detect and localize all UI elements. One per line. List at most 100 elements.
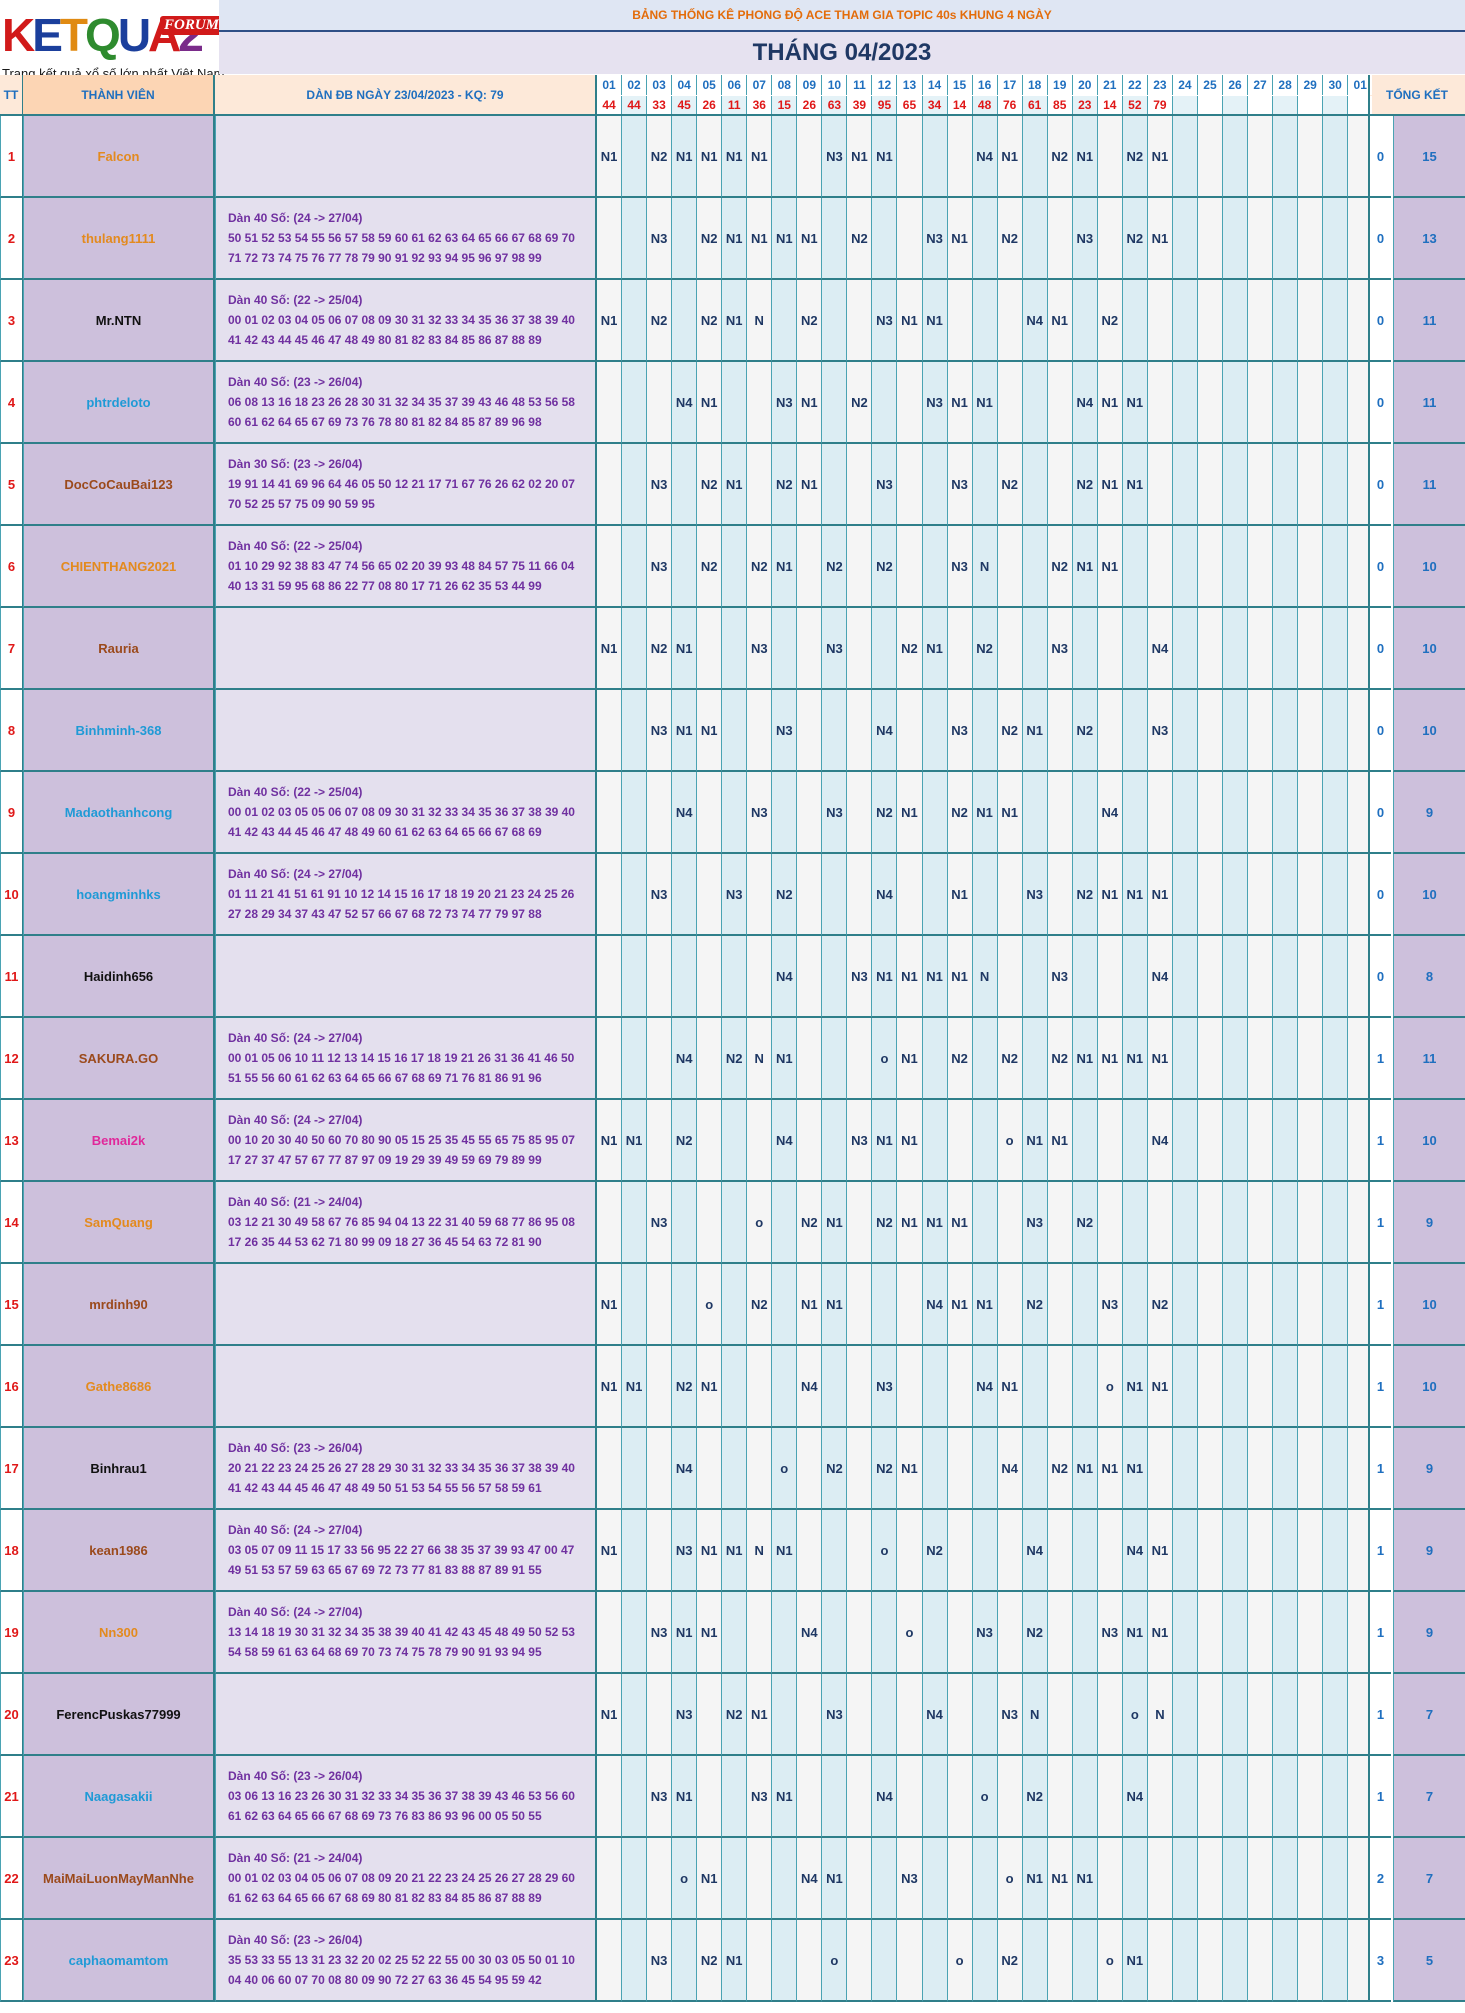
day-mark [721, 1592, 747, 1674]
dan-numbers: Dàn 40 Số: (24 -> 27/04) 03 05 07 09 11 1… [215, 1510, 595, 1592]
total-b: 10 [1393, 690, 1465, 772]
member-name[interactable]: Madaothanhcong [23, 772, 213, 854]
day-result: 26 [796, 96, 822, 114]
row-index: 15 [0, 1264, 22, 1346]
day-mark [1247, 1510, 1273, 1592]
day-mark: N4 [921, 1674, 947, 1756]
member-name[interactable]: Gathe8686 [23, 1346, 213, 1428]
member-name[interactable]: Rauria [23, 608, 213, 690]
total-a: 1 [1369, 1264, 1391, 1346]
day-mark: N4 [971, 116, 997, 198]
day-mark [1297, 1838, 1323, 1920]
day-mark [1046, 198, 1072, 280]
day-mark [696, 608, 722, 690]
day-mark: N2 [996, 690, 1022, 772]
day-mark [596, 936, 622, 1018]
day-mark: N3 [646, 1182, 672, 1264]
member-name[interactable]: hoangminhks [23, 854, 213, 936]
day-mark [946, 280, 972, 362]
day-result: 11 [721, 96, 747, 114]
day-header: 14 [921, 75, 947, 95]
dan-line: 17 26 35 44 53 62 71 80 99 09 18 27 36 4… [228, 1235, 542, 1249]
day-mark: N1 [596, 280, 622, 362]
total-b: 11 [1393, 362, 1465, 444]
member-name[interactable]: Haidinh656 [23, 936, 213, 1018]
member-name[interactable]: SamQuang [23, 1182, 213, 1264]
day-mark [1096, 1182, 1122, 1264]
member-name[interactable]: Nn300 [23, 1592, 213, 1674]
day-mark [1121, 1100, 1147, 1182]
day-mark: N2 [996, 1920, 1022, 2002]
dan-numbers: Dàn 40 Số: (22 -> 25/04) 01 10 29 92 38 8… [215, 526, 595, 608]
dan-line: 61 62 63 64 65 66 67 68 69 73 76 83 86 9… [228, 1809, 542, 1823]
header-member: THÀNH VIÊN [23, 75, 213, 115]
day-mark [1121, 772, 1147, 854]
day-mark [1272, 1756, 1298, 1838]
day-mark [771, 1838, 797, 1920]
day-mark [1146, 280, 1172, 362]
member-name[interactable]: Falcon [23, 116, 213, 198]
day-mark: N1 [746, 198, 772, 280]
day-mark [846, 280, 872, 362]
day-mark [1222, 198, 1248, 280]
day-mark [646, 1838, 672, 1920]
day-mark [596, 1182, 622, 1264]
day-mark [1171, 280, 1197, 362]
day-mark [1096, 1510, 1122, 1592]
row-index: 2 [0, 198, 22, 280]
member-name[interactable]: Binhminh-368 [23, 690, 213, 772]
member-name[interactable]: FerencPuskas77999 [23, 1674, 213, 1756]
member-name[interactable]: DocCoCauBai123 [23, 444, 213, 526]
day-mark [1046, 1920, 1072, 2002]
dan-line: 00 01 05 06 10 11 12 13 14 15 16 17 18 1… [228, 1051, 575, 1065]
day-mark [646, 1346, 672, 1428]
member-name[interactable]: Naagasakii [23, 1756, 213, 1838]
day-mark [1222, 1592, 1248, 1674]
member-name[interactable]: mrdinh90 [23, 1264, 213, 1346]
member-name[interactable]: thulang1111 [23, 198, 213, 280]
day-mark: N2 [971, 608, 997, 690]
member-name[interactable]: MaiMaiLuonMayManNhe [23, 1838, 213, 1920]
day-mark: N1 [1096, 854, 1122, 936]
day-mark: N1 [921, 280, 947, 362]
day-mark [1021, 1018, 1047, 1100]
member-name[interactable]: Mr.NTN [23, 280, 213, 362]
member-name[interactable]: Bemai2k [23, 1100, 213, 1182]
day-mark: N1 [1146, 116, 1172, 198]
day-mark [1121, 690, 1147, 772]
day-mark [1196, 444, 1222, 526]
day-result [1322, 96, 1348, 114]
day-mark: N1 [1071, 1428, 1097, 1510]
day-mark [1272, 1428, 1298, 1510]
row-index: 1 [0, 116, 22, 198]
total-b: 10 [1393, 526, 1465, 608]
day-mark [1297, 1182, 1323, 1264]
member-name[interactable]: kean1986 [23, 1510, 213, 1592]
member-name[interactable]: caphaomamtom [23, 1920, 213, 2002]
day-mark [1247, 1264, 1273, 1346]
day-mark [1272, 444, 1298, 526]
day-mark [1272, 608, 1298, 690]
day-header: 05 [696, 75, 722, 95]
dan-line: 04 40 06 60 07 70 08 80 09 90 72 27 63 3… [228, 1973, 542, 1987]
day-mark [1247, 936, 1273, 1018]
member-name[interactable]: CHIENTHANG2021 [23, 526, 213, 608]
total-a: 3 [1369, 1920, 1391, 2002]
member-name[interactable]: SAKURA.GO [23, 1018, 213, 1100]
dan-line: 71 72 73 74 75 76 77 78 79 90 91 92 93 9… [228, 251, 542, 265]
site-logo[interactable]: KETQUA2 FORUM Trang kết quả xổ số lớn nh… [0, 0, 224, 84]
day-mark: N2 [771, 444, 797, 526]
day-mark [1071, 1674, 1097, 1756]
dan-numbers: Dàn 30 Số: (23 -> 26/04) 19 91 14 41 69 9… [215, 444, 595, 526]
member-name[interactable]: phtrdeloto [23, 362, 213, 444]
day-mark [621, 444, 647, 526]
day-mark [996, 1264, 1022, 1346]
day-mark [1071, 1920, 1097, 2002]
day-mark [896, 198, 922, 280]
total-a: 1 [1369, 1100, 1391, 1182]
day-mark: N3 [646, 1920, 672, 2002]
member-name[interactable]: Binhrau1 [23, 1428, 213, 1510]
day-mark [721, 608, 747, 690]
day-mark: N2 [1121, 116, 1147, 198]
day-mark [921, 1592, 947, 1674]
